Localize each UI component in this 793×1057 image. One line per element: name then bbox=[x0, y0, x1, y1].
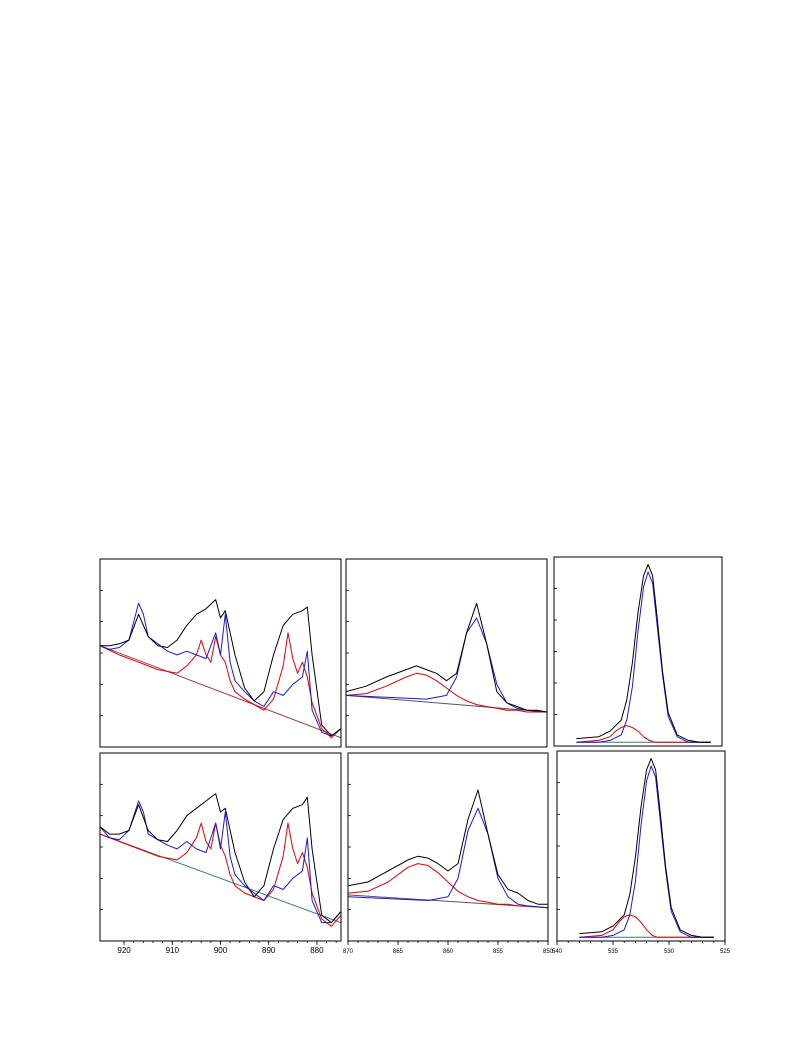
series-background-line bbox=[100, 645, 341, 739]
x-tick-label: 900 bbox=[214, 946, 228, 955]
series-envelope-line bbox=[100, 793, 341, 924]
x-tick-label: 525 bbox=[720, 949, 731, 955]
panel-bottom-middle: 870 865 860 855 850 bbox=[343, 752, 554, 955]
x-tick-label: 910 bbox=[166, 946, 180, 955]
panel-bottom-right: 540 535 530 525 bbox=[552, 750, 731, 955]
x-tick-label: 855 bbox=[493, 949, 504, 955]
x-tick-label: 535 bbox=[608, 949, 619, 955]
series-component-a-line bbox=[100, 800, 341, 924]
series-component-a-line bbox=[346, 617, 547, 713]
series-component-b-line bbox=[100, 632, 341, 739]
x-tick-label: 920 bbox=[117, 946, 131, 955]
plot-frame bbox=[556, 750, 726, 942]
panel-bottom-left: 920 910 900 890 880 bbox=[99, 752, 342, 955]
series-envelope-line bbox=[100, 599, 341, 737]
x-tick-label: 860 bbox=[443, 949, 454, 955]
series-component-a-line bbox=[579, 765, 714, 938]
x-tick-label: 530 bbox=[664, 949, 675, 955]
x-tick-label: 880 bbox=[310, 946, 324, 955]
plot-frame bbox=[553, 556, 723, 747]
series-envelope-line bbox=[348, 789, 548, 905]
series-component-a-line bbox=[348, 807, 548, 909]
series-component-b-line bbox=[348, 863, 548, 909]
plot-frame bbox=[345, 558, 548, 748]
x-tick-label: 850 bbox=[543, 949, 554, 955]
series-component-a-line bbox=[100, 602, 341, 737]
series-envelope-line bbox=[346, 602, 547, 713]
series-component-b-line bbox=[579, 914, 714, 938]
panel-top-right bbox=[553, 556, 723, 747]
series-envelope-line bbox=[576, 564, 711, 743]
series-envelope-line bbox=[579, 758, 714, 938]
series-background-line bbox=[100, 833, 341, 924]
series-component-b-line bbox=[576, 725, 711, 743]
x-tick-label: 890 bbox=[262, 946, 276, 955]
x-tick-label: 870 bbox=[343, 949, 354, 955]
series-component-b-line bbox=[100, 822, 341, 927]
series-background-line bbox=[346, 694, 547, 713]
x-tick-label: 540 bbox=[552, 949, 563, 955]
panel-top-middle bbox=[345, 558, 548, 748]
x-tick-label: 865 bbox=[393, 949, 404, 955]
series-component-b-line bbox=[346, 672, 547, 713]
series-component-a-line bbox=[576, 571, 711, 743]
panel-top-left bbox=[99, 558, 342, 748]
plot-frame bbox=[347, 752, 549, 942]
